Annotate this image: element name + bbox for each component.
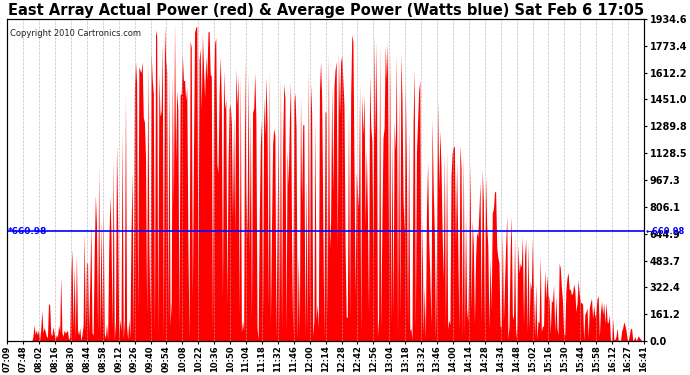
Text: *660.98: *660.98 (8, 226, 48, 236)
Text: ←660.98: ←660.98 (645, 226, 684, 236)
Title: East Array Actual Power (red) & Average Power (Watts blue) Sat Feb 6 17:05: East Array Actual Power (red) & Average … (8, 3, 644, 18)
Text: Copyright 2010 Cartronics.com: Copyright 2010 Cartronics.com (10, 28, 141, 38)
